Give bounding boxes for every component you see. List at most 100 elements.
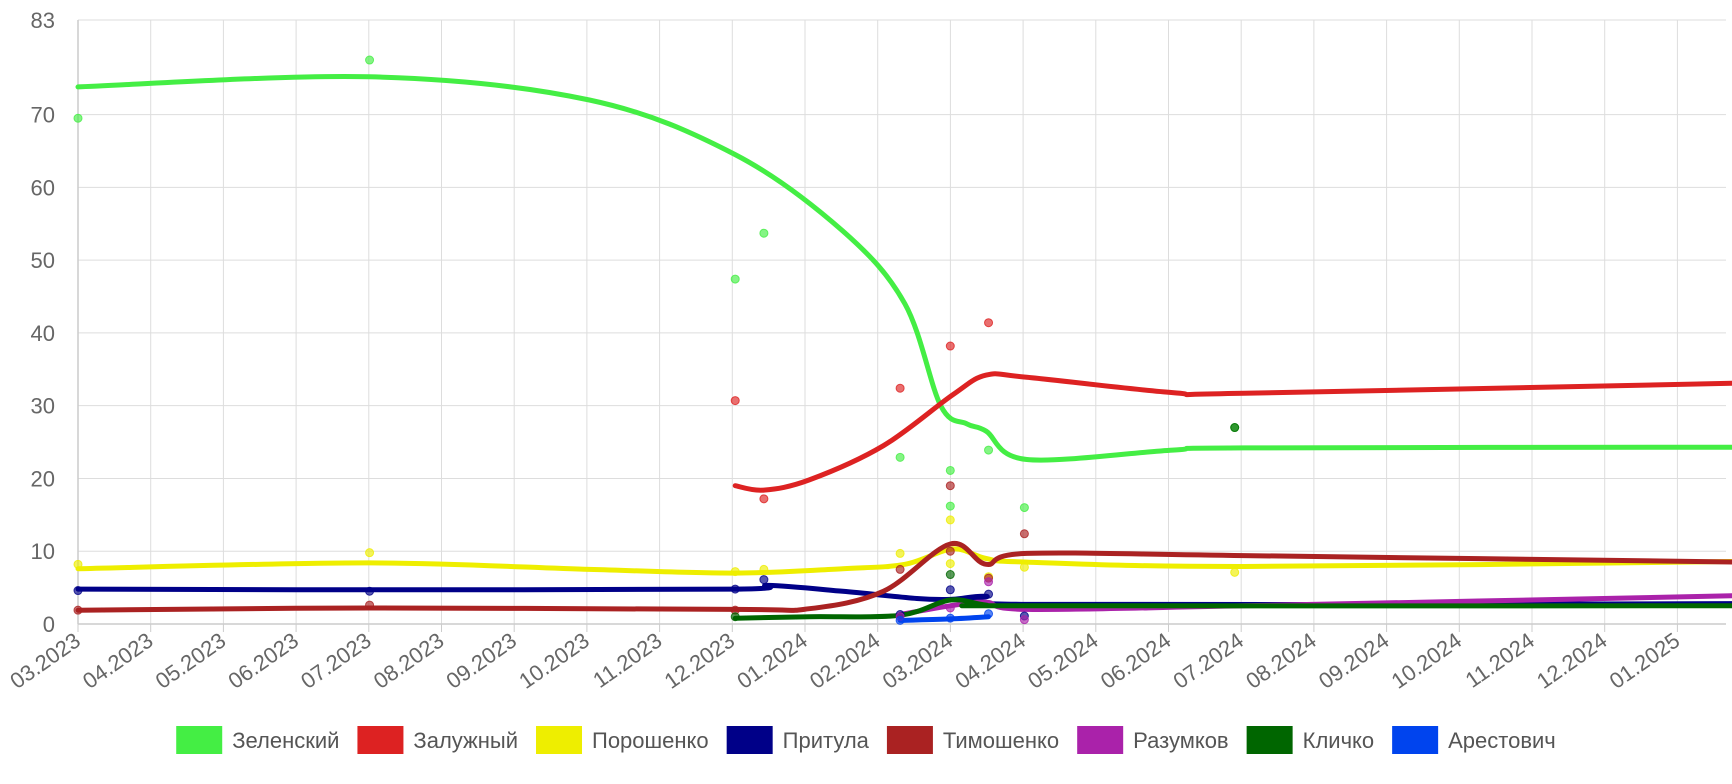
y-tick-label: 10 xyxy=(31,539,55,564)
data-point xyxy=(1019,562,1029,572)
legend-label: Притула xyxy=(783,728,870,753)
data-point xyxy=(365,586,375,596)
legend-swatch xyxy=(536,726,583,754)
x-tick-label: 03.2024 xyxy=(878,628,957,694)
data-point xyxy=(945,546,955,556)
data-point xyxy=(895,383,905,393)
legend-label: Залужный xyxy=(413,728,518,753)
data-point xyxy=(945,501,955,511)
data-point xyxy=(1230,567,1240,577)
grid xyxy=(77,19,1726,625)
x-tick-label: 05.2023 xyxy=(151,628,230,694)
y-tick-label: 50 xyxy=(31,248,55,273)
x-tick-label: 11.2024 xyxy=(1461,628,1539,693)
data-point xyxy=(1019,615,1029,625)
data-point xyxy=(73,559,83,569)
data-point xyxy=(730,612,740,622)
data-point xyxy=(73,586,83,596)
data-point xyxy=(730,584,740,594)
data-point xyxy=(945,341,955,351)
legend-item[interactable]: Разумков xyxy=(1077,726,1229,754)
x-tick-label: 07.2023 xyxy=(296,628,375,694)
y-tick-label: 30 xyxy=(31,394,55,419)
data-point xyxy=(895,548,905,558)
legend-swatch xyxy=(357,726,404,754)
legend-item[interactable]: Порошенко xyxy=(536,726,709,754)
data-point xyxy=(895,452,905,462)
data-point xyxy=(1230,423,1240,433)
legend-item[interactable]: Зеленский xyxy=(176,726,339,754)
x-tick-label: 06.2024 xyxy=(1096,628,1175,694)
legend-label: Арестович xyxy=(1448,728,1556,753)
data-point xyxy=(945,481,955,491)
data-point xyxy=(730,567,740,577)
x-tick-label: 10.2023 xyxy=(514,628,593,694)
legend-swatch xyxy=(886,726,933,754)
x-tick-label: 01.2025 xyxy=(1605,628,1684,694)
series-line xyxy=(75,74,1732,463)
data-point xyxy=(945,585,955,595)
x-tick-label: 05.2024 xyxy=(1023,628,1102,694)
legend-label: Зеленский xyxy=(232,728,339,753)
legend-item[interactable]: Залужный xyxy=(357,726,518,754)
data-point xyxy=(759,494,769,504)
data-point xyxy=(945,559,955,569)
x-tick-label: 04.2024 xyxy=(950,628,1029,694)
x-tick-label: 06.2023 xyxy=(223,628,302,694)
data-point xyxy=(1019,529,1029,539)
legend-swatch xyxy=(1246,726,1293,754)
x-tick-label: 07.2024 xyxy=(1169,628,1248,694)
data-point xyxy=(984,609,994,619)
series-line xyxy=(732,597,1732,621)
data-point xyxy=(730,396,740,406)
series-line xyxy=(897,593,1732,617)
legend-swatch xyxy=(1392,726,1439,754)
x-tick-label: 09.2023 xyxy=(442,628,521,694)
data-point xyxy=(365,548,375,558)
data-points xyxy=(73,55,1240,625)
data-point xyxy=(984,445,994,455)
x-tick-label: 12.2024 xyxy=(1532,628,1611,694)
legend-swatch xyxy=(1077,726,1124,754)
legend-label: Кличко xyxy=(1303,728,1375,753)
legend-item[interactable]: Кличко xyxy=(1246,726,1375,754)
x-tick-label: 10.2024 xyxy=(1387,628,1466,694)
series-line xyxy=(732,371,1732,493)
legend-swatch xyxy=(176,726,223,754)
legend-swatch xyxy=(726,726,773,754)
y-tick-label: 83 xyxy=(31,8,55,33)
x-tick-label: 11.2023 xyxy=(588,628,666,693)
series-line xyxy=(897,614,991,623)
legend: Зеленский Залужный Порошенко Притула Тимошен… xyxy=(176,726,1556,754)
data-point xyxy=(945,570,955,580)
data-point xyxy=(365,55,375,65)
data-point xyxy=(984,589,994,599)
data-point xyxy=(895,564,905,574)
legend-item[interactable]: Арестович xyxy=(1392,726,1556,754)
data-point xyxy=(945,603,955,613)
data-point xyxy=(759,228,769,238)
y-tick-label: 40 xyxy=(31,321,55,346)
y-tick-label: 60 xyxy=(31,175,55,200)
x-tick-label: 04.2023 xyxy=(78,628,157,694)
x-tick-label: 02.2024 xyxy=(805,628,884,694)
y-tick-label: 70 xyxy=(31,103,55,128)
legend-label: Разумков xyxy=(1133,728,1228,753)
legend-item[interactable]: Притула xyxy=(726,726,870,754)
x-tick-label: 09.2024 xyxy=(1314,628,1393,694)
series-line xyxy=(75,541,1732,613)
x-tick-label: 08.2023 xyxy=(369,628,448,694)
data-point xyxy=(365,600,375,610)
data-point xyxy=(984,577,994,587)
data-point xyxy=(945,613,955,623)
data-point xyxy=(759,575,769,585)
legend-item[interactable]: Тимошенко xyxy=(886,726,1059,754)
data-point xyxy=(73,605,83,615)
x-tick-label: 01.2024 xyxy=(732,628,811,694)
legend-label: Порошенко xyxy=(592,728,709,753)
series-line xyxy=(75,546,1732,576)
legend-label: Тимошенко xyxy=(943,728,1059,753)
y-tick-label: 0 xyxy=(43,612,55,637)
